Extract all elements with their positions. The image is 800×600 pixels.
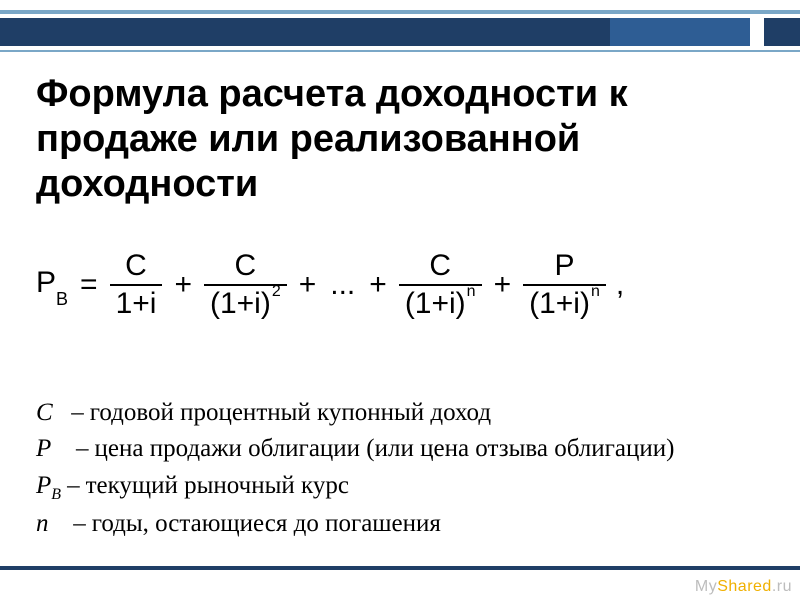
termN1-den: (1+i)n [399,284,482,320]
legend-row-pb: PB – текущий рыночный курс [36,468,750,506]
legend-desc-p: цена продажи облигации (или цена отзыва … [95,431,675,467]
legend-desc-c: годовой процентный купонный доход [90,395,491,431]
equals-sign: = [78,268,100,302]
formula: PB = C 1+i + C (1+i)2 + ... + C (1+i)n +… [36,250,750,319]
legend-sym-p: P [36,431,70,467]
legend-sym-n: n [36,506,67,542]
term2-den: (1+i)2 [204,284,287,320]
ellipsis: ... [328,268,357,302]
legend-row-n: n – годы, остающиеся до погашения [36,506,750,542]
plus-4: + [492,268,514,302]
termN2-num: P [548,250,580,284]
formula-lhs-sym: P [36,266,56,299]
legend-sym-c: C [36,395,65,431]
legend-dash: – [70,431,95,467]
plus-3: + [367,268,389,302]
formula-term-n-c: C (1+i)n [399,250,482,319]
plus-2: + [297,268,319,302]
formula-lhs-sub: B [56,289,68,309]
term1-den: 1+i [110,284,163,320]
top-decorative-bars [0,10,800,50]
termN1-num: C [423,250,457,284]
termN2-den: (1+i)n [523,284,606,320]
legend-desc-n: годы, остающиеся до погашения [92,506,441,542]
legend-desc-pb: текущий рыночный курс [86,468,349,504]
slide-title: Формула расчета доходности к продаже или… [36,72,750,206]
term2-num: C [229,250,263,284]
footer-line [0,566,800,570]
formula-term-n-p: P (1+i)n [523,250,606,319]
bar-bottom-thin [0,50,800,52]
plus-1: + [172,268,194,302]
watermark-pre: My [695,578,717,595]
legend-sym-pb: PB [36,468,61,506]
bar-top-thin [0,10,800,14]
bar-mid-accent [610,18,750,46]
formula-term-2: C (1+i)2 [204,250,287,319]
formula-lhs: PB [36,266,68,304]
formula-term-1: C 1+i [110,250,163,319]
legend-dash: – [65,395,90,431]
slide: Формула расчета доходности к продаже или… [0,0,800,600]
watermark-mid: Shared [717,578,772,595]
term1-num: C [119,250,153,284]
watermark: MyShared.ru [695,578,792,596]
legend: C – годовой процентный купонный доход P … [36,395,750,542]
legend-dash: – [61,468,86,504]
watermark-suf: .ru [772,578,792,595]
legend-dash: – [67,506,92,542]
bar-mid-notch [750,18,764,46]
legend-row-p: P – цена продажи облигации (или цена отз… [36,431,750,467]
formula-trailing-comma: , [616,268,624,302]
legend-row-c: C – годовой процентный купонный доход [36,395,750,431]
